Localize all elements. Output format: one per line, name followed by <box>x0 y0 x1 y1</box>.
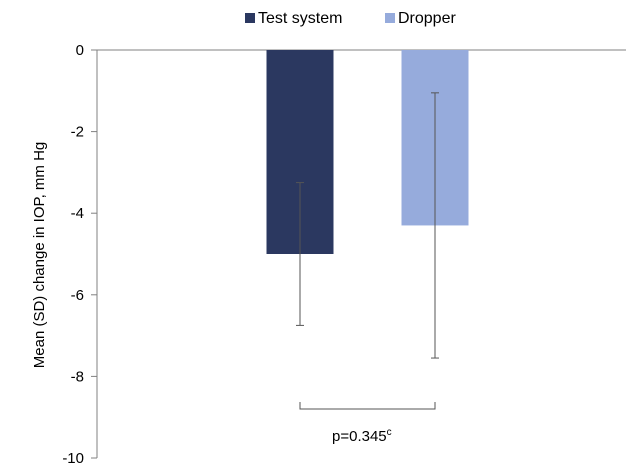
y-tick-label: -4 <box>71 205 84 222</box>
legend-label: Dropper <box>398 10 456 27</box>
p-value-superscript: c <box>387 427 392 438</box>
legend: Test system Dropper <box>245 10 456 27</box>
y-tick-label: -2 <box>71 124 84 141</box>
legend-swatch <box>385 13 395 23</box>
y-tick-label: -10 <box>62 450 84 467</box>
y-tick-label: -6 <box>71 287 84 304</box>
p-value-text: p=0.345 <box>332 428 387 445</box>
y-tick-label: -8 <box>71 368 84 385</box>
y-tick-label: 0 <box>76 42 84 59</box>
legend-swatch <box>245 13 255 23</box>
y-ticks: 0 -2 -4 -6 -8 -10 <box>62 42 97 467</box>
significance-bracket <box>299 402 436 410</box>
legend-label: Test system <box>258 10 342 27</box>
y-axis-title: Mean (SD) change in IOP, mm Hg <box>31 142 48 368</box>
p-value-annotation: p=0.345c <box>332 427 392 445</box>
error-bars <box>296 92 439 359</box>
bars <box>266 50 469 254</box>
